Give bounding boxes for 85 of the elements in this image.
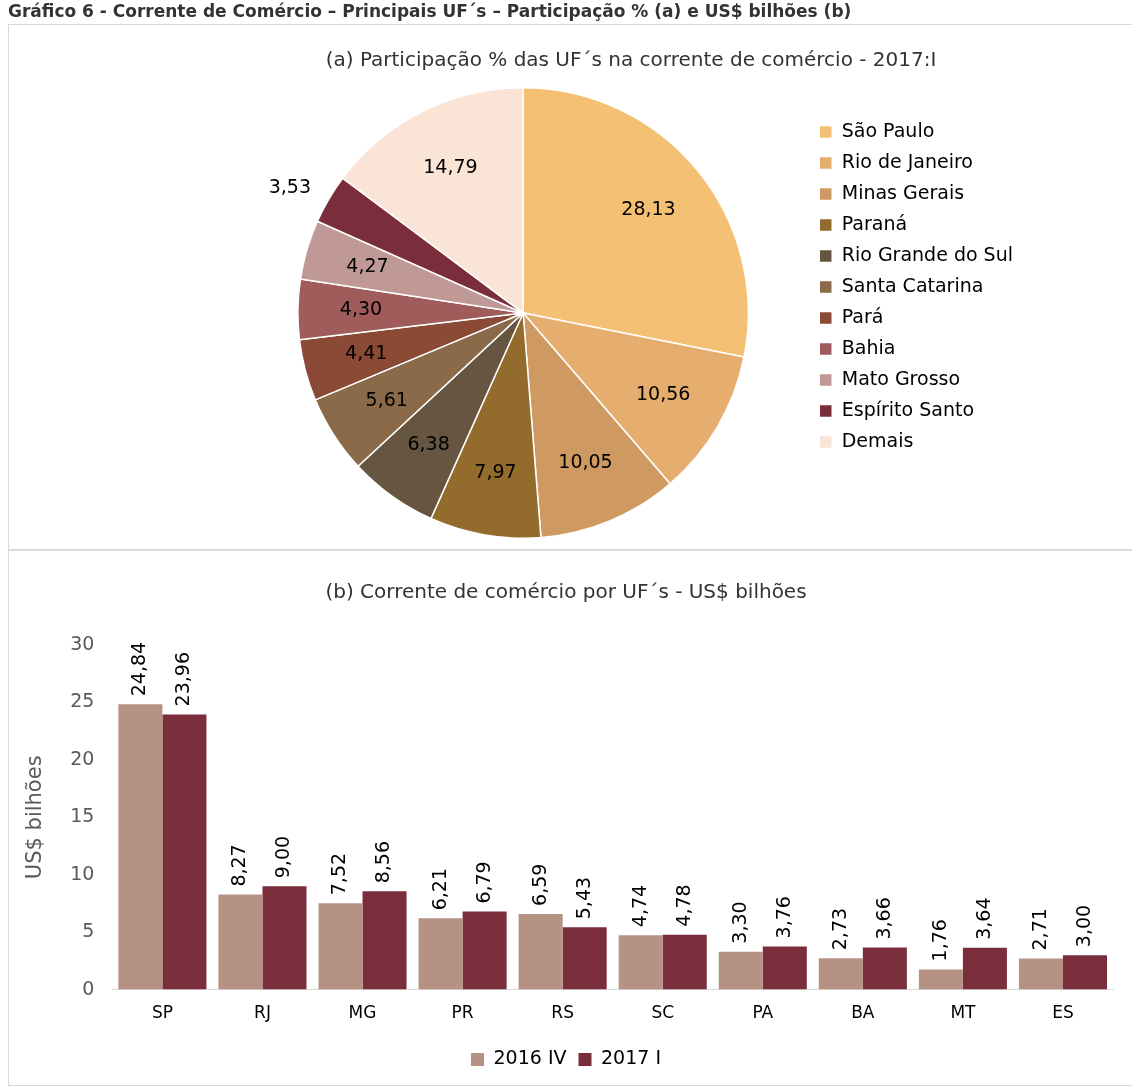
- data-label: 6,79: [471, 861, 494, 904]
- data-label: 3,30: [727, 901, 750, 944]
- legend-label: Paraná: [841, 211, 908, 234]
- data-label: 10,05: [558, 449, 613, 472]
- data-label: 7,52: [327, 852, 350, 896]
- data-label: 3,76: [771, 896, 794, 939]
- bar: [262, 886, 307, 990]
- y-axis-title: US$ bilhões: [22, 755, 47, 880]
- legend-label: 2017 I: [601, 1046, 661, 1069]
- legend-label: São Paulo: [841, 118, 935, 141]
- legend-label: 2016 IV: [493, 1046, 567, 1069]
- data-label: 24,84: [127, 641, 150, 697]
- data-label: 28,13: [621, 197, 676, 220]
- data-label: 9,00: [271, 835, 294, 879]
- y-tick-label: 25: [70, 689, 95, 712]
- data-label: 4,78: [671, 884, 694, 927]
- x-tick-label: BA: [851, 1002, 875, 1023]
- bar: [162, 714, 207, 990]
- legend-label: Minas Gerais: [841, 180, 965, 203]
- data-label: 4,41: [345, 341, 388, 364]
- bar: [118, 704, 163, 990]
- data-label: 4,74: [627, 884, 650, 928]
- data-label: 4,30: [339, 297, 383, 320]
- data-label: 6,59: [527, 863, 550, 906]
- data-label: 8,27: [227, 844, 250, 887]
- bar: [218, 894, 263, 990]
- x-tick-label: MT: [950, 1002, 977, 1023]
- bar: [962, 947, 1007, 990]
- data-label: 2,71: [1027, 908, 1050, 951]
- bar: [562, 927, 607, 990]
- data-label: 3,00: [1071, 904, 1094, 948]
- y-tick-label: 0: [82, 976, 95, 999]
- legend-label: Bahia: [841, 335, 896, 358]
- chart-title: (b) Corrente de comércio por UF´s - US$ bilhões: [325, 579, 807, 604]
- legend-label: Espírito Santo: [841, 397, 975, 420]
- data-label: 5,43: [571, 876, 594, 920]
- chart-title: (a) Participação % das UF´s na corrente de comércio - 2017:I: [325, 47, 937, 72]
- y-tick-label: 15: [70, 804, 95, 827]
- x-tick-label: SP: [151, 1002, 173, 1023]
- bar: [1062, 955, 1107, 990]
- bar: [518, 913, 563, 990]
- x-tick-label: RJ: [254, 1002, 271, 1023]
- data-label: 1,76: [927, 919, 950, 962]
- bar: [1018, 958, 1063, 990]
- bar: [862, 947, 907, 990]
- y-tick-label: 30: [70, 631, 95, 654]
- bar: [462, 911, 507, 990]
- legend-label: Rio de Janeiro: [841, 149, 973, 172]
- bar: [718, 951, 763, 990]
- data-label: 8,56: [371, 840, 394, 884]
- x-tick-label: RS: [551, 1002, 574, 1023]
- x-tick-label: PA: [752, 1002, 774, 1023]
- bar: [362, 891, 407, 990]
- x-tick-label: ES: [1052, 1002, 1074, 1023]
- bar: [418, 918, 463, 990]
- data-label: 3,53: [268, 174, 312, 197]
- legend-label: Mato Grosso: [841, 366, 961, 389]
- x-tick-label: SC: [651, 1002, 675, 1023]
- legend-label: Santa Catarina: [841, 273, 984, 296]
- x-tick-label: PR: [451, 1002, 474, 1023]
- data-label: 6,38: [407, 431, 450, 454]
- y-tick-label: 5: [82, 919, 95, 942]
- data-label: 3,64: [971, 897, 994, 940]
- data-label: 10,56: [635, 381, 691, 404]
- data-label: 4,27: [346, 254, 389, 277]
- data-label: 7,97: [474, 459, 517, 482]
- bar: [762, 946, 807, 990]
- data-label: 2,73: [827, 907, 850, 951]
- y-tick-label: 20: [70, 746, 95, 769]
- y-tick-label: 10: [70, 861, 95, 884]
- text: Gráfico 6 - Corrente de Comércio – Principais UF´s – Participação % (a) e US$ bilhões (b): [8, 1, 852, 21]
- bar: [618, 935, 663, 990]
- bar: [662, 934, 707, 990]
- data-label: 3,66: [871, 897, 894, 940]
- bar: [818, 958, 863, 990]
- bar: [318, 903, 363, 990]
- x-tick-label: MG: [348, 1002, 377, 1023]
- data-label: 23,96: [171, 651, 194, 707]
- data-label: 6,21: [427, 867, 450, 911]
- data-label: 5,61: [365, 387, 408, 410]
- bar: [918, 969, 963, 990]
- legend-label: Pará: [841, 304, 884, 327]
- legend-label: Demais: [841, 428, 914, 451]
- legend-label: Rio Grande do Sul: [841, 242, 1014, 265]
- data-label: 14,79: [423, 154, 478, 177]
